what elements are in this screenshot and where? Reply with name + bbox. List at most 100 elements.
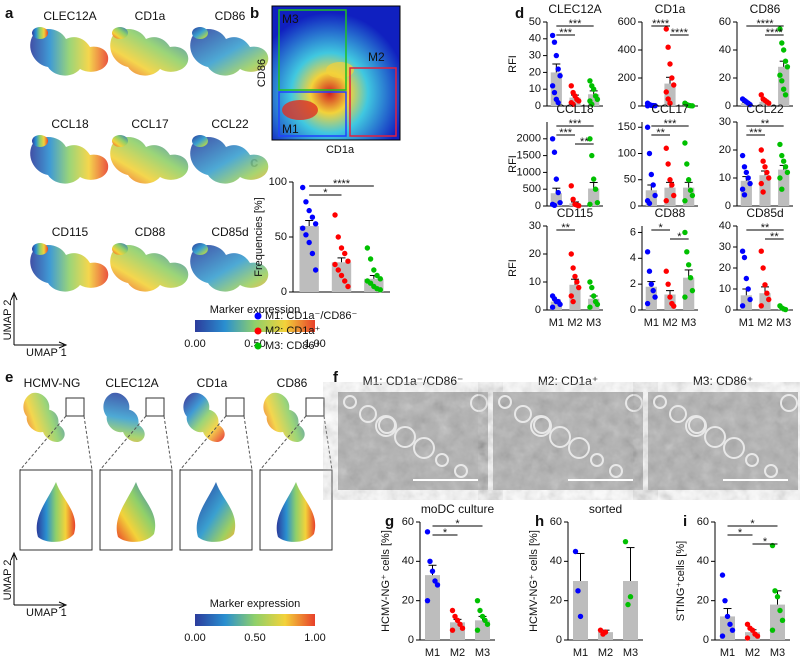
data-point xyxy=(652,192,658,199)
significance-label: *** xyxy=(559,27,573,39)
y-tick-label: 20 xyxy=(719,144,731,156)
cell xyxy=(359,405,377,423)
data-point xyxy=(665,44,671,50)
colorbar xyxy=(195,320,315,332)
bar xyxy=(664,187,676,206)
data-point xyxy=(377,276,383,282)
y-tick-label: 0 xyxy=(630,100,636,112)
y-tick-label: 0 xyxy=(535,304,541,316)
significance-label: ** xyxy=(580,136,589,148)
data-point xyxy=(719,633,726,639)
significance-label: * xyxy=(443,527,448,539)
data-point xyxy=(549,304,556,310)
umap-embedding xyxy=(110,136,189,184)
data-point xyxy=(663,268,669,274)
data-point xyxy=(367,256,374,262)
data-point xyxy=(784,64,791,70)
scale-title: Marker expression xyxy=(210,598,300,610)
significance-label: * xyxy=(659,222,664,234)
data-point xyxy=(342,278,348,284)
data-point xyxy=(312,267,319,273)
marker-name: CD1a xyxy=(197,376,228,390)
zoom-line xyxy=(99,415,147,471)
bar xyxy=(740,295,752,310)
axis-label: UMAP 1 xyxy=(26,347,67,359)
data-point xyxy=(780,86,787,92)
data-point xyxy=(741,254,748,261)
bar xyxy=(598,632,613,640)
y-tick-label: 30 xyxy=(529,220,541,232)
data-point xyxy=(479,613,486,620)
bar xyxy=(573,581,588,640)
data-point xyxy=(779,617,786,624)
data-point xyxy=(452,613,458,620)
bar xyxy=(759,101,771,106)
data-point xyxy=(587,136,593,142)
data-point xyxy=(764,169,770,176)
data-point xyxy=(689,287,696,294)
data-point xyxy=(602,629,609,635)
bar xyxy=(299,226,319,292)
legend-marker xyxy=(254,327,262,335)
umap-embedding xyxy=(30,28,109,76)
data-point xyxy=(568,251,574,257)
data-point xyxy=(774,594,781,600)
data-point xyxy=(671,303,677,309)
bar xyxy=(588,298,600,310)
data-point xyxy=(780,47,787,53)
data-point xyxy=(739,186,746,192)
bar xyxy=(683,277,695,310)
zoom-box xyxy=(65,397,85,417)
chart-title: CLEC12A xyxy=(548,2,601,16)
data-point xyxy=(648,281,655,287)
data-point xyxy=(553,52,560,59)
data-point xyxy=(758,303,764,309)
x-tick-label: M2 xyxy=(567,317,582,329)
data-point xyxy=(303,199,309,205)
y-axis-label: HCMV-NG⁺ cells [%] xyxy=(528,530,540,632)
bar xyxy=(778,66,790,106)
umap-cluster xyxy=(32,243,48,255)
marker-name: CD86 xyxy=(277,376,308,390)
y-tick-label: 60 xyxy=(402,516,414,528)
significance-label: *** xyxy=(664,118,678,130)
data-point xyxy=(646,200,653,207)
data-point xyxy=(779,152,785,159)
data-point xyxy=(684,249,690,255)
significance-label: *** xyxy=(569,18,583,30)
umap-cluster xyxy=(192,135,208,147)
data-point xyxy=(589,284,595,291)
chart-title: CD115 xyxy=(557,206,594,220)
data-point xyxy=(332,261,338,268)
data-point xyxy=(474,627,481,633)
significance-label: * xyxy=(323,187,328,199)
y-tick-label: 40 xyxy=(529,33,541,45)
y-axis-label: Frequencies [%] xyxy=(253,197,265,276)
arrow-head xyxy=(10,551,18,561)
data-point xyxy=(644,300,651,307)
chart-title: CD88 xyxy=(655,206,686,220)
cell xyxy=(609,464,623,478)
data-point xyxy=(739,248,746,254)
data-point xyxy=(667,100,673,106)
data-point xyxy=(374,272,380,279)
gate-label: M2 xyxy=(368,50,385,64)
umap-cluster xyxy=(32,135,48,147)
data-point xyxy=(739,152,746,159)
data-point xyxy=(684,161,690,167)
chart-title: CD85d xyxy=(746,206,783,220)
data-point xyxy=(671,192,677,199)
bar xyxy=(664,83,676,106)
x-tick-label: M2 xyxy=(745,647,760,659)
data-point xyxy=(622,538,629,545)
gate xyxy=(278,91,347,137)
y-tick-label: 20 xyxy=(529,66,541,78)
data-point xyxy=(553,176,560,182)
umap-embedding xyxy=(190,136,269,184)
data-point xyxy=(342,250,348,257)
cell xyxy=(764,464,778,478)
data-point xyxy=(747,180,753,187)
significance-label: ** xyxy=(561,222,570,234)
axis-label: UMAP 1 xyxy=(26,607,67,619)
data-point xyxy=(665,161,671,167)
